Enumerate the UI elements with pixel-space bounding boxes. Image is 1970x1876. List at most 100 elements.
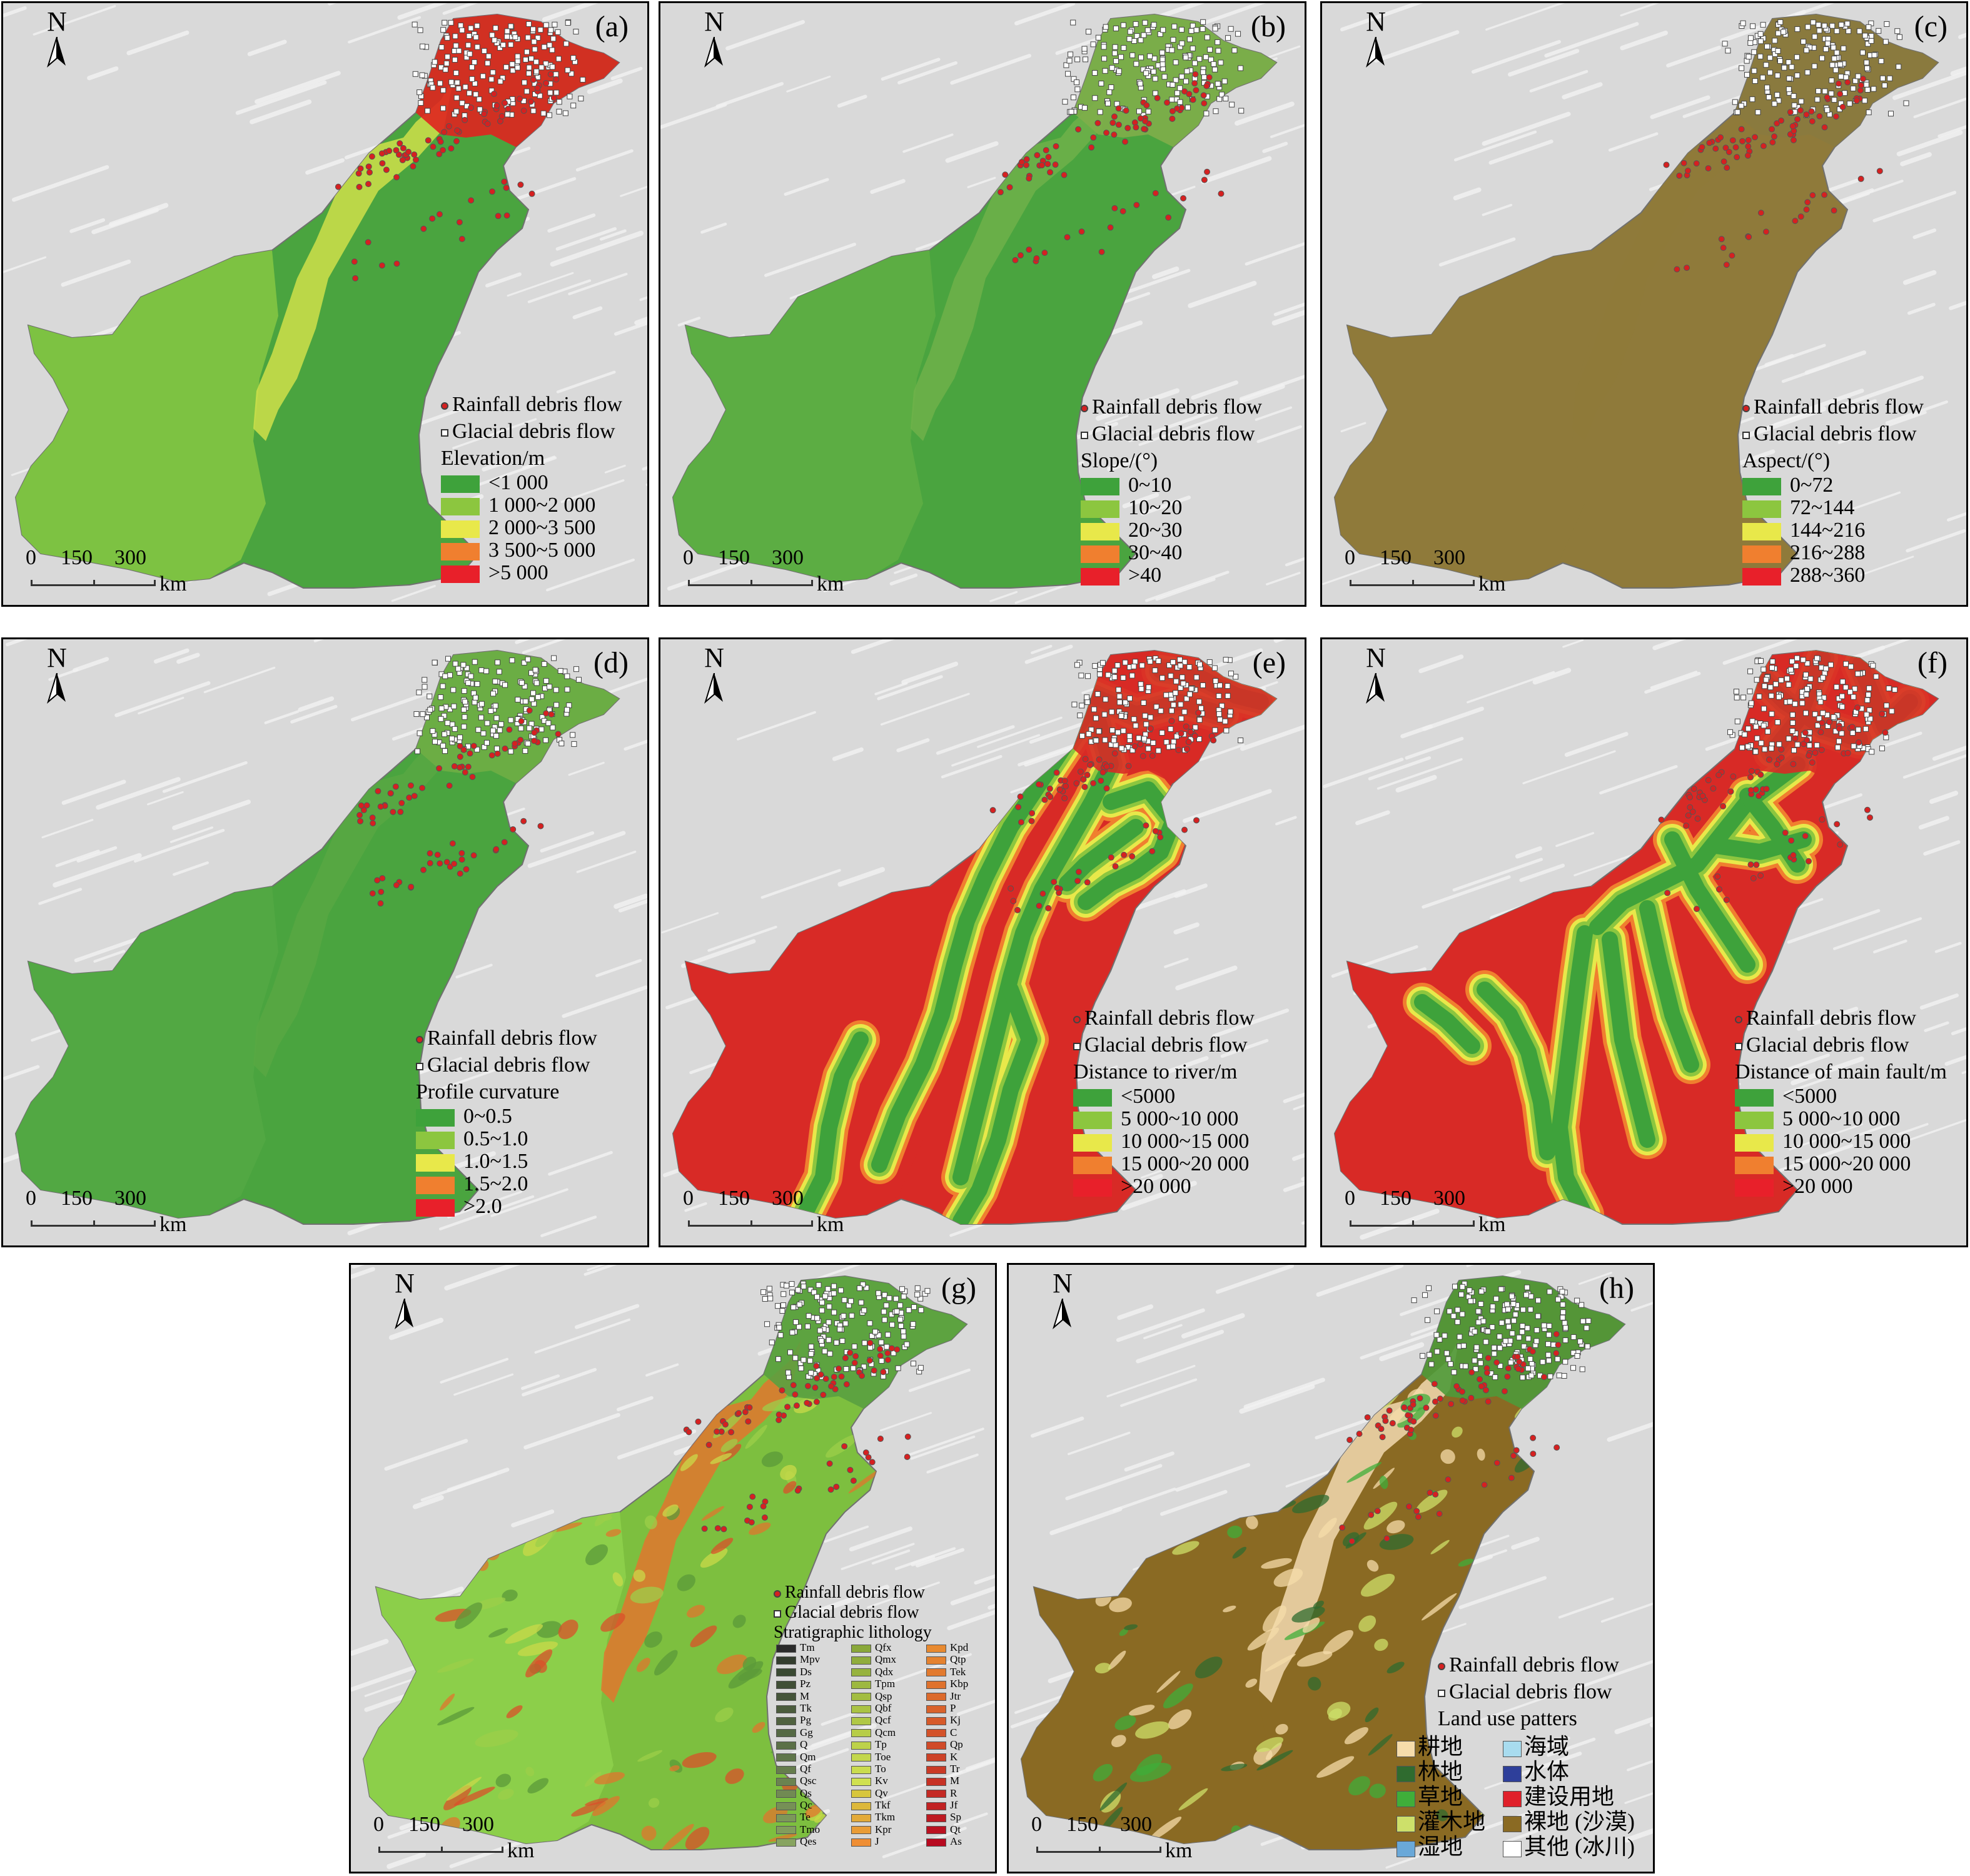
rainfall-debris-flow-point bbox=[1061, 794, 1068, 801]
rainfall-debris-flow-point bbox=[1459, 1388, 1466, 1395]
land-use-swatch bbox=[1503, 1840, 1522, 1857]
landcover-patch bbox=[1519, 1511, 1535, 1526]
terrain-texture bbox=[1285, 557, 1305, 567]
rainfall-debris-flow-point bbox=[446, 782, 453, 789]
legend-class-label: 20~30 bbox=[1128, 519, 1183, 542]
legend-glacial: Glacial debris flow bbox=[416, 1052, 597, 1078]
landcover-patch bbox=[1149, 1817, 1182, 1841]
rainfall-debris-flow-point bbox=[1739, 138, 1746, 145]
glacial-debris-flow-point bbox=[1768, 692, 1774, 699]
rainfall-debris-flow-point bbox=[457, 870, 463, 877]
glacial-debris-flow-point bbox=[553, 702, 560, 708]
rainfall-debris-flow-point bbox=[1744, 152, 1751, 159]
rainfall-debris-flow-point bbox=[1790, 852, 1797, 859]
lithology-swatch bbox=[926, 1765, 946, 1774]
glacial-debris-flow-point bbox=[910, 1321, 916, 1327]
glacial-debris-flow-point bbox=[818, 1337, 824, 1344]
rainfall-debris-flow-point bbox=[493, 102, 500, 109]
terrain-texture bbox=[1200, 156, 1272, 185]
landcover-patch bbox=[1265, 1742, 1282, 1760]
terrain-texture bbox=[548, 1151, 613, 1176]
terrain-texture bbox=[587, 1265, 606, 1271]
rainfall-debris-flow-point bbox=[457, 753, 463, 760]
legend-class: 1 000~2 000 bbox=[441, 494, 622, 517]
glacial-debris-flow-point bbox=[1871, 52, 1877, 58]
scale-bar: 0 150 300 km bbox=[683, 1187, 844, 1237]
terrain-texture bbox=[1614, 1716, 1653, 1735]
rainfall-debris-flow-point bbox=[1169, 115, 1176, 122]
glacial-debris-flow-point bbox=[850, 1365, 856, 1371]
glacial-debris-flow-point bbox=[488, 76, 495, 83]
glacial-debris-flow-point bbox=[1862, 98, 1868, 104]
glacial-debris-flow-point bbox=[1081, 46, 1088, 52]
glacial-debris-flow-point bbox=[528, 696, 535, 702]
rainfall-debris-flow-point bbox=[1201, 100, 1208, 107]
glacial-debris-flow-point bbox=[808, 1351, 814, 1357]
fault-buffer bbox=[1552, 925, 1593, 1223]
glacial-debris-flow-point bbox=[1116, 699, 1123, 706]
rainfall-debris-flow-point bbox=[852, 1353, 859, 1360]
glacial-debris-flow-point bbox=[1852, 686, 1858, 692]
glacial-debris-flow-point bbox=[1505, 1306, 1511, 1312]
glacial-debris-flow-point bbox=[1747, 668, 1754, 674]
glacial-debris-flow-point bbox=[1434, 1349, 1440, 1355]
terrain-texture bbox=[576, 850, 637, 873]
rainfall-debris-flow-point bbox=[1200, 92, 1207, 99]
terrain-texture bbox=[897, 61, 957, 84]
rainfall-debris-flow-point bbox=[395, 151, 402, 158]
glacial-debris-flow-point bbox=[1834, 28, 1840, 34]
rainfall-debris-flow-point bbox=[1423, 1404, 1430, 1411]
glacial-debris-flow-point bbox=[432, 739, 438, 745]
glacial-debris-flow-point bbox=[490, 69, 496, 76]
terrain-texture bbox=[1913, 97, 1966, 118]
pakistan-map bbox=[14, 13, 620, 589]
rainfall-debris-flow-point bbox=[1769, 139, 1776, 146]
terrain-texture bbox=[1854, 1122, 1892, 1138]
rainfall-debris-flow-point bbox=[1119, 208, 1126, 215]
terrain-texture bbox=[1902, 270, 1937, 285]
glacial-debris-flow-point bbox=[1171, 739, 1177, 745]
landcover-patch bbox=[453, 1546, 468, 1562]
lithology-swatch bbox=[926, 1838, 946, 1847]
rainfall-debris-flow-point bbox=[1821, 191, 1828, 198]
rainfall-debris-flow-point bbox=[1014, 906, 1021, 913]
terrain-texture bbox=[1283, 1181, 1305, 1192]
north-arrow-icon bbox=[47, 673, 66, 704]
glacial-debris-flow-point bbox=[528, 56, 535, 62]
terrain-texture bbox=[38, 888, 83, 905]
glacial-debris-flow-point bbox=[1794, 54, 1800, 60]
rainfall-debris-flow-point bbox=[1718, 236, 1725, 243]
glacial-debris-flow-point bbox=[1794, 73, 1801, 79]
glacial-debris-flow-point bbox=[1081, 104, 1088, 111]
glacial-debris-flow-point bbox=[533, 59, 539, 65]
rainfall-debris-flow-point bbox=[443, 859, 450, 866]
glacial-debris-flow-point bbox=[490, 728, 496, 734]
terrain-texture bbox=[1840, 375, 1924, 408]
glacial-debris-flow-point bbox=[450, 687, 457, 693]
glacial-debris-flow-point bbox=[418, 99, 424, 106]
glacial-debris-flow-point bbox=[474, 23, 480, 29]
glacial-debris-flow-point bbox=[1860, 49, 1866, 56]
rainfall-debris-flow-point bbox=[1658, 816, 1665, 823]
map-legend: Rainfall debris flow Glacial debris flow S… bbox=[1081, 393, 1262, 587]
glacial-debris-flow-point bbox=[1101, 711, 1108, 717]
glacial-debris-flow-point bbox=[1478, 1360, 1484, 1366]
rainfall-debris-flow-point bbox=[454, 127, 461, 134]
glacial-debris-flow-point bbox=[454, 79, 460, 86]
glacial-debris-flow-point bbox=[451, 703, 457, 709]
glacial-debris-flow-point bbox=[1547, 1373, 1553, 1379]
lithology-swatch bbox=[851, 1790, 871, 1798]
terrain-texture bbox=[1453, 187, 1482, 201]
glacial-debris-flow-point bbox=[1848, 664, 1854, 670]
glacial-debris-flow-point bbox=[458, 23, 464, 29]
terrain-texture bbox=[1547, 1737, 1596, 1757]
terrain-texture bbox=[880, 692, 970, 726]
lithology-item: Mpv bbox=[776, 1653, 851, 1665]
terrain-texture bbox=[1519, 863, 1565, 882]
glacial-debris-flow-point bbox=[1151, 56, 1158, 62]
rainfall-debris-flow-point bbox=[820, 1391, 827, 1398]
rainfall-debris-flow-point bbox=[1111, 113, 1118, 120]
glacial-debris-flow-point bbox=[1131, 663, 1137, 669]
terrain-texture bbox=[255, 71, 341, 104]
glacial-debris-flow-point bbox=[1739, 65, 1745, 71]
